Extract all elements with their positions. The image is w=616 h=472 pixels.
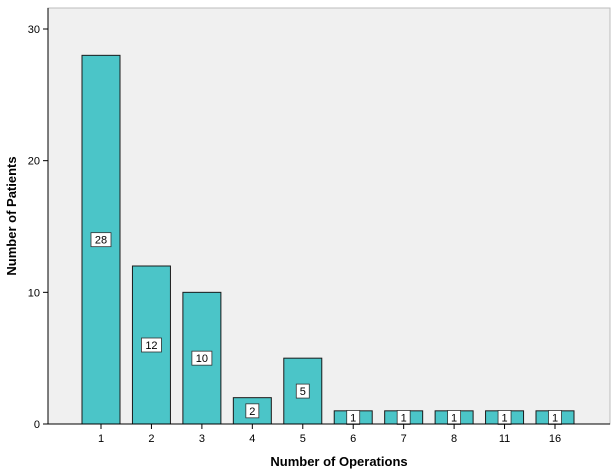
data-label: 5 [300,386,306,398]
x-axis-ticks: 1 2 3 4 5 6 7 8 11 16 [98,424,561,445]
data-label: 1 [451,412,457,424]
x-tick-label: 1 [98,433,104,445]
data-label: 1 [501,412,507,424]
y-tick-label: 20 [28,156,40,168]
x-tick-label: 7 [401,433,407,445]
x-tick-label: 11 [499,433,510,445]
bar-chart-svg: 0102030 281210251 1 1 1 1 1 2 3 4 5 6 7 8 11 16 Numbe… [0,0,616,472]
x-axis-title: Number of Operations [270,454,407,469]
y-axis-ticks: 0 10 20 30 [28,24,48,431]
data-label: 1 [401,412,407,424]
x-tick-label: 2 [148,433,154,445]
data-label: 28 [95,235,107,247]
data-label: 1 [350,412,356,424]
x-tick-label: 6 [350,433,356,445]
data-label: 2 [249,406,255,418]
x-tick-label: 4 [249,433,255,445]
y-tick-label: 0 [34,419,40,431]
y-tick-label: 10 [28,287,40,299]
y-axis-title: Number of Patients [4,156,19,275]
x-tick-label: 3 [199,433,205,445]
chart: 0 10 20 30 28 12 10 2 5 1 1 1 1 1 1 2 3 4 5 6 7 8 11 16 Numbe… [0,0,616,472]
data-label: 1 [552,412,558,424]
data-label: 12 [145,340,157,352]
y-tick-label: 30 [28,24,40,36]
x-tick-label: 5 [300,433,306,445]
x-tick-label: 8 [451,433,457,445]
x-tick-label: 16 [549,433,561,445]
data-label: 10 [196,353,208,365]
